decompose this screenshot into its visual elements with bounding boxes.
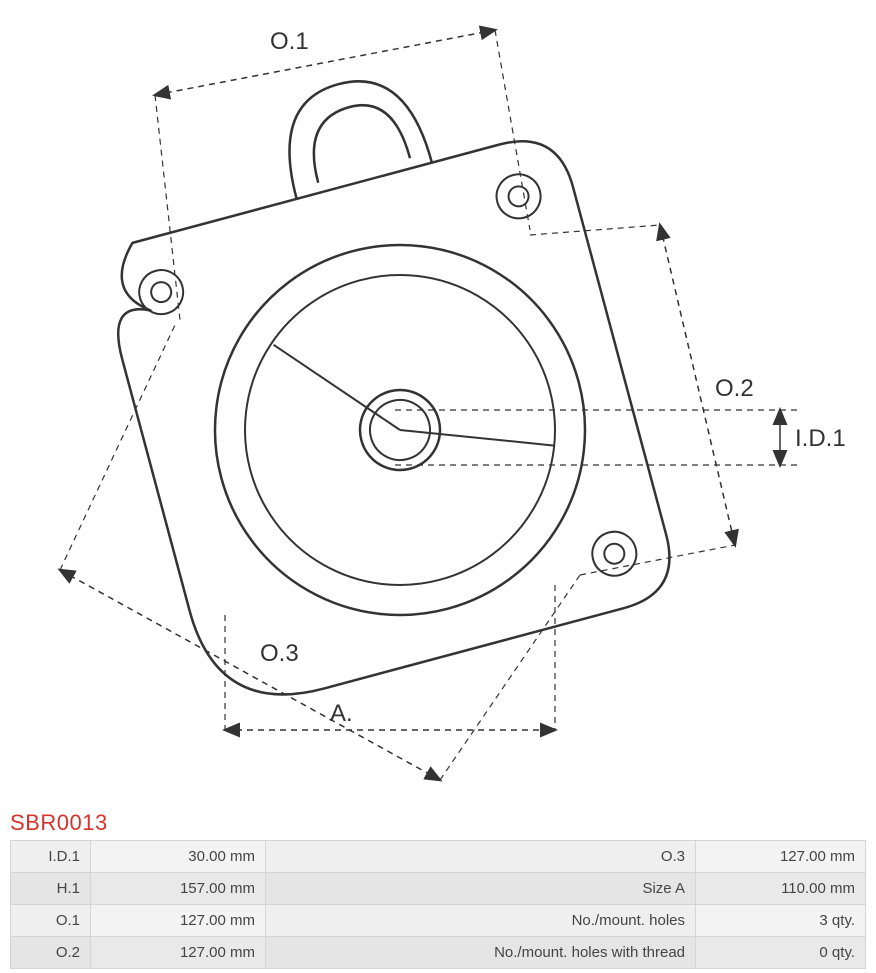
dim-label-id1: I.D.1 [795, 425, 846, 453]
dim-label-o3: O.3 [260, 640, 299, 668]
table-row: O.1 127.00 mm No./mount. holes 3 qty. [11, 905, 866, 937]
spec-label: I.D.1 [11, 841, 91, 873]
spec-value: 30.00 mm [91, 841, 266, 873]
spec-value: 0 qty. [696, 937, 866, 969]
dim-label-a: A. [330, 700, 353, 728]
spec-label: O.2 [11, 937, 91, 969]
dim-label-o2: O.2 [715, 375, 754, 403]
spec-label: No./mount. holes [266, 905, 696, 937]
spec-label: O.1 [11, 905, 91, 937]
spec-value: 157.00 mm [91, 873, 266, 905]
spec-value: 127.00 mm [696, 841, 866, 873]
spec-label: No./mount. holes with thread [266, 937, 696, 969]
spec-value: 127.00 mm [91, 905, 266, 937]
spec-label: O.3 [266, 841, 696, 873]
diagram-area: O.1 O.2 I.D.1 O.3 A. [0, 0, 876, 800]
spec-value: 110.00 mm [696, 873, 866, 905]
table-row: H.1 157.00 mm Size A 110.00 mm [11, 873, 866, 905]
dim-label-o1: O.1 [270, 28, 309, 56]
spec-value: 127.00 mm [91, 937, 266, 969]
table-row: O.2 127.00 mm No./mount. holes with thre… [11, 937, 866, 969]
spec-label: Size A [266, 873, 696, 905]
spec-label: H.1 [11, 873, 91, 905]
spec-value: 3 qty. [696, 905, 866, 937]
table-row: I.D.1 30.00 mm O.3 127.00 mm [11, 841, 866, 873]
part-number: SBR0013 [10, 810, 108, 836]
spec-table: I.D.1 30.00 mm O.3 127.00 mm H.1 157.00 … [10, 840, 866, 969]
